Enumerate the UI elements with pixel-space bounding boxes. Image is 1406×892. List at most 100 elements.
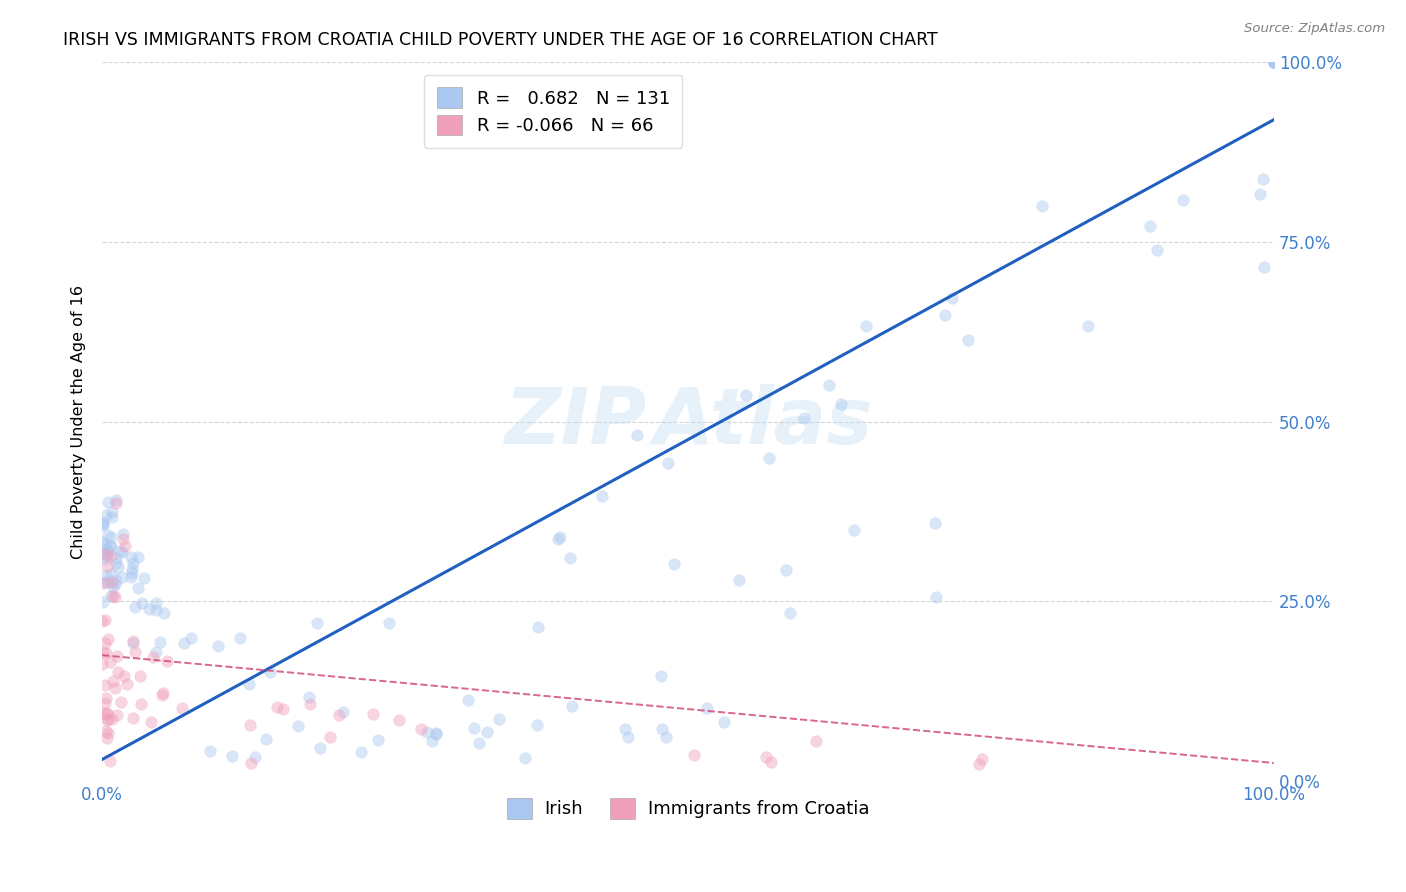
Point: [287, 719, 309, 733]
Point: [844, 523, 866, 537]
Point: [298, 690, 321, 704]
Point: [111, 532, 134, 546]
Point: [111, 545, 134, 559]
Point: [97, 528, 120, 542]
Point: [93, 636, 115, 650]
Point: [855, 318, 877, 333]
Point: [734, 388, 756, 402]
Text: IRISH VS IMMIGRANTS FROM CROATIA CHILD POVERTY UNDER THE AGE OF 16 CORRELATION C: IRISH VS IMMIGRANTS FROM CROATIA CHILD P…: [63, 31, 938, 49]
Point: [651, 722, 673, 736]
Point: [350, 746, 373, 760]
Point: [100, 590, 122, 604]
Point: [94, 691, 117, 706]
Point: [122, 634, 145, 648]
Point: [1263, 55, 1285, 70]
Point: [655, 730, 678, 744]
Point: [121, 549, 143, 564]
Point: [221, 749, 243, 764]
Point: [513, 751, 536, 765]
Point: [91, 516, 114, 531]
Point: [91, 614, 114, 628]
Text: ZIP Atlas: ZIP Atlas: [503, 384, 872, 459]
Point: [1251, 171, 1274, 186]
Point: [101, 574, 124, 589]
Point: [271, 702, 294, 716]
Point: [91, 645, 114, 659]
Point: [526, 718, 548, 732]
Point: [1263, 55, 1285, 70]
Point: [105, 573, 128, 587]
Point: [1263, 55, 1285, 70]
Point: [367, 733, 389, 747]
Point: [972, 752, 994, 766]
Point: [626, 428, 648, 442]
Point: [409, 723, 432, 737]
Point: [110, 695, 132, 709]
Point: [967, 757, 990, 772]
Point: [1146, 243, 1168, 257]
Point: [91, 535, 114, 549]
Point: [96, 568, 118, 582]
Point: [238, 677, 260, 691]
Point: [240, 756, 263, 770]
Point: [98, 755, 121, 769]
Point: [94, 723, 117, 738]
Point: [243, 749, 266, 764]
Point: [1077, 319, 1099, 334]
Point: [103, 673, 125, 688]
Point: [662, 557, 685, 571]
Point: [934, 308, 956, 322]
Point: [120, 569, 142, 583]
Point: [131, 596, 153, 610]
Point: [145, 645, 167, 659]
Point: [924, 516, 946, 531]
Point: [115, 677, 138, 691]
Text: Source: ZipAtlas.com: Source: ZipAtlas.com: [1244, 22, 1385, 36]
Point: [956, 333, 979, 347]
Point: [830, 396, 852, 410]
Point: [105, 496, 128, 510]
Point: [683, 747, 706, 762]
Point: [145, 603, 167, 617]
Point: [101, 580, 124, 594]
Point: [239, 718, 262, 732]
Point: [755, 749, 778, 764]
Point: [96, 731, 118, 745]
Point: [1263, 55, 1285, 70]
Point: [617, 731, 640, 745]
Point: [121, 636, 143, 650]
Point: [127, 581, 149, 595]
Point: [121, 566, 143, 581]
Point: [101, 505, 124, 519]
Point: [309, 741, 332, 756]
Point: [561, 699, 583, 714]
Point: [425, 727, 447, 741]
Point: [94, 549, 117, 563]
Point: [941, 291, 963, 305]
Point: [94, 575, 117, 590]
Point: [96, 547, 118, 561]
Point: [91, 518, 114, 533]
Point: [328, 708, 350, 723]
Point: [153, 606, 176, 620]
Point: [793, 411, 815, 425]
Point: [138, 602, 160, 616]
Point: [142, 650, 165, 665]
Point: [150, 689, 173, 703]
Point: [1263, 55, 1285, 70]
Point: [105, 649, 128, 664]
Point: [170, 700, 193, 714]
Point: [468, 736, 491, 750]
Point: [96, 706, 118, 720]
Point: [129, 697, 152, 711]
Point: [1263, 55, 1285, 70]
Point: [591, 489, 613, 503]
Point: [107, 560, 129, 574]
Point: [97, 544, 120, 558]
Point: [1263, 55, 1285, 70]
Point: [104, 590, 127, 604]
Point: [105, 708, 128, 723]
Point: [1263, 55, 1285, 70]
Point: [104, 577, 127, 591]
Point: [97, 574, 120, 589]
